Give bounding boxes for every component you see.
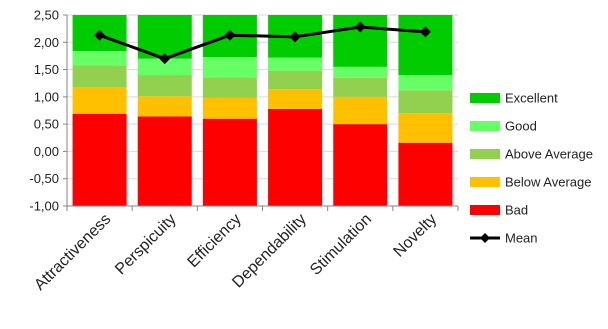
bar-segment-bad [72, 113, 127, 206]
y-tick-label: 1,50 [34, 62, 59, 77]
bar-segment-good [72, 51, 127, 66]
legend-swatch [470, 177, 500, 187]
bar-segment-good [398, 75, 453, 91]
mean-point [224, 29, 236, 41]
y-tick-label: -0,50 [29, 171, 59, 186]
bar-segment-above-average [398, 90, 453, 114]
mean-point [159, 53, 171, 65]
legend-marker [480, 233, 490, 243]
legend-label: Good [505, 119, 537, 134]
bar-segment-below-average [72, 87, 127, 114]
mean-point [419, 26, 431, 38]
x-tick-label: Novelty [390, 211, 440, 261]
bar-segment-bad [398, 142, 453, 206]
legend: Excellent Good Above Average Below Average B… [470, 91, 593, 246]
x-tick-label: Stimulation [307, 211, 375, 279]
bar-segment-above-average [333, 77, 388, 97]
bar-segment-above-average [72, 65, 127, 88]
grid-lines [67, 14, 458, 207]
legend-label: Excellent [505, 91, 558, 106]
bar-segment-above-average [137, 75, 192, 97]
bar-segment-good [202, 57, 257, 78]
legend-swatch [470, 121, 500, 131]
x-tick-label: Perspicuity [112, 211, 179, 278]
y-tick-labels: 2,50 2,00 1,50 1,00 0,50 0,00 -0,50 -1,00 [29, 8, 59, 214]
x-tick-label: Attractiveness [31, 211, 114, 294]
y-tick-label: 2,50 [34, 8, 59, 23]
mean-line [99, 25, 426, 61]
legend-swatch [470, 149, 500, 159]
legend-label: Bad [505, 203, 528, 218]
bar-segment-excellent [398, 15, 453, 76]
legend-swatch [470, 93, 500, 103]
y-tick-label: 0,00 [34, 144, 59, 159]
bar-segment-bad [333, 124, 388, 206]
bar-segment-bad [202, 118, 257, 206]
legend-swatch [470, 205, 500, 215]
y-tick-label: 2,00 [34, 35, 59, 50]
mean-line-series [94, 21, 431, 65]
bar-segment-bad [137, 116, 192, 206]
benchmark-bars [72, 15, 453, 206]
axes [63, 14, 459, 211]
legend-label: Mean [505, 231, 538, 246]
bar-segment-below-average [398, 113, 453, 143]
bar-segment-below-average [202, 97, 257, 119]
x-tick-label: Efficiency [185, 211, 245, 271]
y-tick-label: 1,00 [34, 89, 59, 104]
bar-segment-good [137, 58, 192, 76]
legend-label: Above Average [505, 147, 593, 162]
bar-segment-above-average [268, 70, 323, 90]
legend-label: Below Average [505, 175, 592, 190]
y-tick-label: 0,50 [34, 117, 59, 132]
mean-point [289, 31, 301, 43]
bar-segment-good [268, 57, 323, 71]
bar-segment-above-average [202, 77, 257, 98]
y-tick-label: -1,00 [29, 199, 59, 214]
bar-segment-below-average [268, 89, 323, 109]
bar-segment-bad [268, 108, 323, 206]
mean-point [94, 29, 106, 41]
mean-point [354, 21, 366, 33]
bar-segment-good [333, 66, 388, 78]
bar-segment-below-average [137, 96, 192, 117]
bar-segment-below-average [333, 96, 388, 125]
